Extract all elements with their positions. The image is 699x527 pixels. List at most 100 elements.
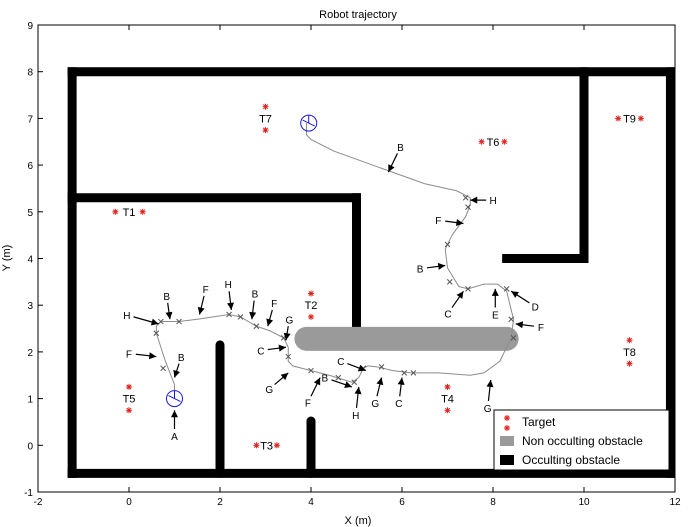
target-marker-stroke xyxy=(262,127,269,133)
arrow-label: B xyxy=(417,265,424,276)
x-tick-label: 8 xyxy=(490,497,496,508)
target-marker-stroke xyxy=(126,407,132,413)
trajectory-marker xyxy=(444,241,451,248)
y-axis-label: Y (m) xyxy=(1,245,13,272)
trajectory-marker-stroke xyxy=(410,370,417,376)
annotation-arrow: F xyxy=(515,321,544,334)
annotation-arrow: F xyxy=(126,349,157,360)
robot-marker xyxy=(300,114,318,132)
annotation-arrow: G xyxy=(265,372,289,396)
annotation-arrow: H xyxy=(225,280,235,310)
trajectory-marker-stroke xyxy=(253,323,260,330)
arrow-label: C xyxy=(395,399,402,410)
arrow-head xyxy=(388,164,395,173)
target-marker xyxy=(637,115,644,122)
target-marker-stroke xyxy=(501,139,507,145)
trajectory-marker-stroke xyxy=(444,241,451,248)
target-marker-stroke xyxy=(479,139,485,145)
annotation-arrow: G xyxy=(283,315,293,341)
trajectory-marker-stroke xyxy=(510,335,517,341)
y-tick-label: 7 xyxy=(27,114,33,125)
y-tick-label: 3 xyxy=(27,301,33,312)
annotation-arrow: D xyxy=(510,290,539,314)
target-marker xyxy=(444,407,451,414)
arrow-label: H xyxy=(123,311,130,322)
annotation-arrow: G xyxy=(371,377,384,410)
annotation-arrow: B xyxy=(173,353,185,378)
trajectory-marker-stroke xyxy=(160,365,166,372)
target-marker xyxy=(262,103,269,110)
legend-label: Non occulting obstacle xyxy=(522,434,643,448)
trajectory-marker-stroke xyxy=(462,194,469,201)
annotation-arrow: G xyxy=(484,379,494,415)
annotation-arrow: B xyxy=(322,374,353,388)
y-tick-label: 9 xyxy=(27,21,33,32)
trajectory-marker xyxy=(157,318,164,325)
annotation-arrow: B xyxy=(163,292,173,320)
legend-target-symbol-stroke xyxy=(504,415,510,421)
arrow-head xyxy=(313,377,321,386)
arrow-head xyxy=(486,379,494,388)
arrow-head xyxy=(266,318,274,327)
trajectory-marker xyxy=(410,370,417,376)
trajectory-marker-stroke xyxy=(237,314,244,320)
annotation-arrow: E xyxy=(491,288,499,322)
target-marker-stroke xyxy=(262,104,269,110)
target-marker xyxy=(308,313,314,320)
target-marker xyxy=(126,383,132,390)
x-tick-label: 6 xyxy=(399,497,405,508)
arrow-head xyxy=(150,318,159,326)
x-tick-label: 10 xyxy=(578,497,590,508)
arrow-head xyxy=(171,410,178,418)
arrow-label: B xyxy=(252,290,259,301)
target-marker xyxy=(139,208,146,215)
arrow-head xyxy=(456,219,464,227)
y-tick-label: 5 xyxy=(27,208,33,219)
arrow-label: F xyxy=(305,399,311,410)
arrow-label: F xyxy=(203,285,209,296)
y-tick-label: 6 xyxy=(27,161,33,172)
arrow-head xyxy=(227,302,235,310)
arrow-label: C xyxy=(257,346,264,357)
y-tick-label: -1 xyxy=(24,488,33,499)
x-tick-label: -2 xyxy=(34,497,43,508)
target-marker-stroke xyxy=(274,442,280,448)
y-tick-label: 4 xyxy=(27,255,33,266)
trajectory-marker-stroke xyxy=(176,318,182,325)
target-marker xyxy=(112,208,119,215)
annotation-arrow: F xyxy=(305,377,321,410)
arrow-label: E xyxy=(492,311,499,322)
target-marker-stroke xyxy=(140,209,146,215)
trajectory-marker xyxy=(153,330,160,337)
trajectory-marker xyxy=(465,204,471,210)
target-label: T9 xyxy=(623,113,636,125)
arrow-head xyxy=(249,311,257,320)
trajectory-marker xyxy=(401,370,408,376)
legend-box xyxy=(493,409,670,471)
trajectory-marker-stroke xyxy=(378,363,385,370)
targets-layer: T1 T2 T3 T4 T5 T6 T7 T8 T9 xyxy=(112,103,644,452)
trajectory-marker xyxy=(176,318,182,325)
legend: Target Non occulting obstacle Occulting ob… xyxy=(493,409,670,471)
target-marker-stroke xyxy=(638,115,644,121)
annotation-arrow: H xyxy=(352,386,362,422)
x-tick-label: 0 xyxy=(126,497,132,508)
arrow-head xyxy=(491,288,499,296)
target-marker-stroke xyxy=(444,384,451,390)
arrow-label: A xyxy=(171,432,178,443)
legend-swatch xyxy=(500,455,514,465)
legend-target-symbol xyxy=(504,425,510,431)
arrow-head xyxy=(173,369,180,378)
annotation-arrow: B xyxy=(417,262,446,276)
target-label: T2 xyxy=(305,300,318,312)
x-axis-label: X (m) xyxy=(345,515,372,527)
target-marker-stroke xyxy=(626,361,633,367)
robot-marker xyxy=(166,390,183,408)
y-tick-label: 0 xyxy=(27,441,33,452)
trajectory-marker-stroke xyxy=(157,318,164,325)
annotation-arrow: C xyxy=(444,290,464,320)
arrow-head xyxy=(354,386,362,395)
